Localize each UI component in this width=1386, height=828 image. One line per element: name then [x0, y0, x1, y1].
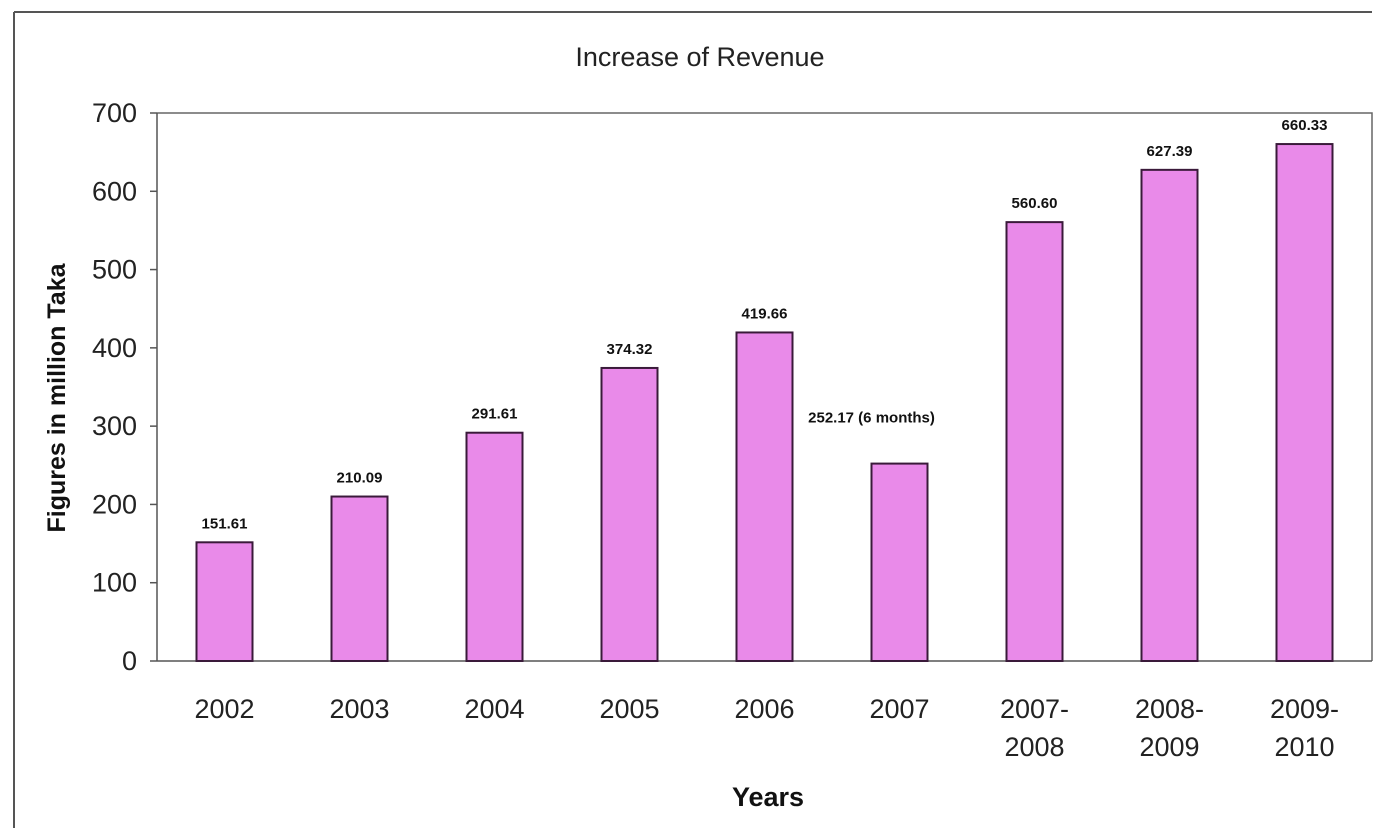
y-tick-label: 100: [92, 568, 137, 598]
bar: [735, 331, 794, 662]
x-tick-label: 2004: [464, 694, 524, 724]
y-tick-label: 500: [92, 255, 137, 285]
y-tick-label: 600: [92, 176, 137, 206]
chart-title: Increase of Revenue: [575, 42, 824, 72]
bar: [465, 431, 524, 662]
y-tick-label: 0: [122, 646, 137, 676]
x-tick-label: 2008-2009: [1135, 694, 1204, 762]
x-tick-label: 2007: [869, 694, 929, 724]
bar: [1275, 143, 1334, 662]
x-tick-label: 2006: [734, 694, 794, 724]
data-label: 252.17 (6 months): [808, 410, 935, 427]
bar: [330, 495, 389, 662]
data-label: 374.32: [607, 341, 653, 358]
bar: [195, 541, 254, 663]
data-label: 151.61: [202, 515, 248, 532]
bar: [870, 462, 929, 662]
x-tick-label: 2009-2010: [1270, 694, 1339, 762]
data-label: 419.66: [742, 305, 788, 322]
x-axis-label: Years: [732, 782, 804, 812]
data-label: 210.09: [337, 470, 383, 487]
data-label: 560.60: [1012, 195, 1058, 212]
y-tick-label: 300: [92, 411, 137, 441]
x-tick-label: 2007-2008: [1000, 694, 1069, 762]
y-axis-label: Figures in million Taka: [43, 262, 71, 532]
x-tick-label: 2003: [329, 694, 389, 724]
data-label: 291.61: [472, 406, 518, 423]
data-label: 627.39: [1147, 143, 1193, 160]
x-tick-label: 2005: [599, 694, 659, 724]
y-tick-label: 400: [92, 333, 137, 363]
plot-area: 0 100 200 300 400 500 600 700 151.61 2002 210.09 20…: [92, 98, 1373, 762]
bar: [1140, 168, 1199, 662]
x-tick-label: 2002: [194, 694, 254, 724]
bar: [600, 366, 659, 662]
bar: [1005, 221, 1064, 662]
y-tick-label: 700: [92, 98, 137, 128]
data-label: 660.33: [1282, 117, 1328, 134]
y-tick-label: 200: [92, 489, 137, 519]
plot-border: [157, 112, 1373, 661]
